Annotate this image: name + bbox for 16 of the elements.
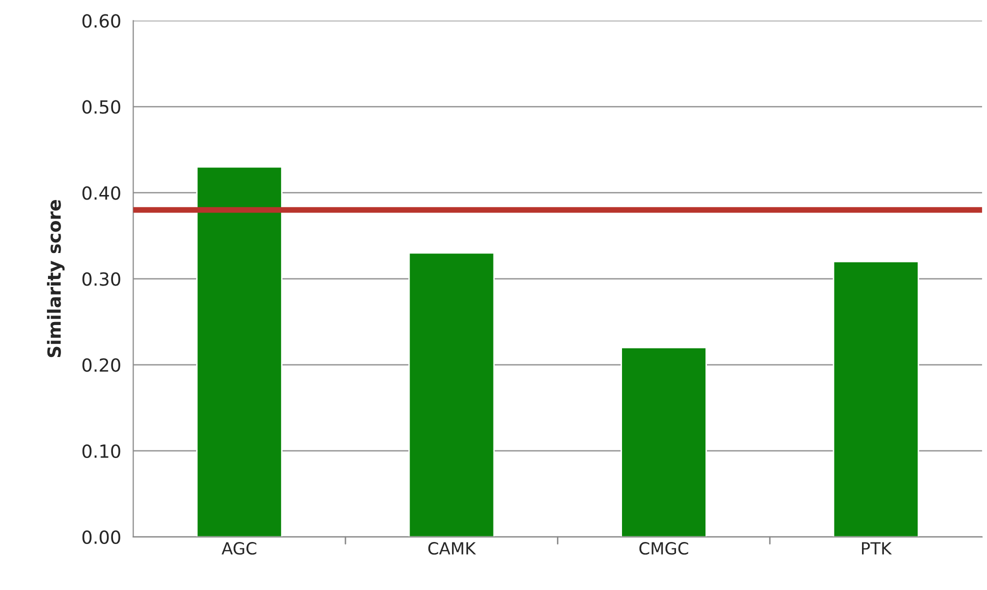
y-tick-label: 0.50 [82,100,120,114]
y-tick-label: 0.30 [82,272,120,286]
x-tick-label: CAMK [428,542,476,555]
bar [620,346,707,537]
bar [196,166,282,537]
y-tick-label: 0.20 [82,358,120,372]
y-axis-title: Similarity score [46,200,65,358]
x-tick-label: PTK [862,542,892,554]
y-tick-label: 0.00 [82,530,120,544]
x-tick-label: AGC [222,542,256,555]
y-tick-label: 0.10 [82,444,120,458]
y-tick-label: 0.40 [82,186,120,200]
x-tick-label: CMGC [639,542,688,555]
bar [408,252,495,537]
y-tick-label: 0.60 [82,14,120,28]
bar [832,260,920,537]
